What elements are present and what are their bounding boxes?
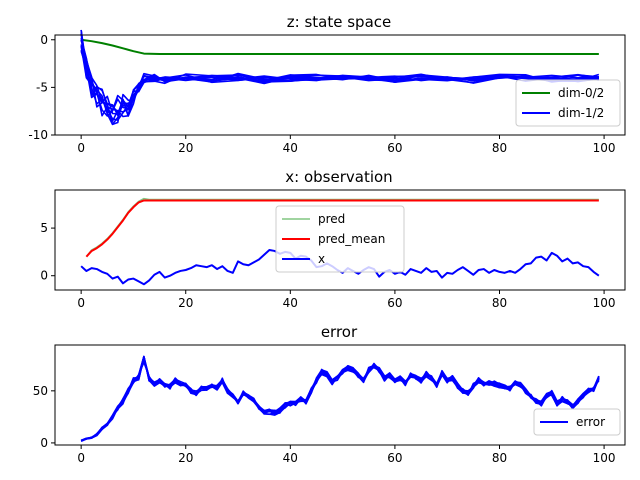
y-axis: 05 xyxy=(40,221,55,283)
legend-label: pred_mean xyxy=(318,232,385,246)
legend: error xyxy=(533,408,621,436)
x-tick-label: 60 xyxy=(387,141,402,155)
x-tick-label: 20 xyxy=(178,141,193,155)
x-tick-label: 100 xyxy=(593,141,616,155)
series-line xyxy=(80,29,599,126)
series-line xyxy=(81,38,599,56)
panel-title: z: state space xyxy=(287,13,391,31)
x-tick-label: 20 xyxy=(178,296,193,310)
series-dim-1-2 xyxy=(80,29,600,126)
series-pred-mean xyxy=(85,199,599,258)
axes-frame xyxy=(54,34,626,136)
y-tick-label: 0 xyxy=(40,269,48,283)
legend-label: error xyxy=(576,415,605,429)
x-tick-label: 0 xyxy=(77,296,85,310)
y-tick-label: 50 xyxy=(33,384,48,398)
x-tick-label: 40 xyxy=(283,296,298,310)
x-tick-label: 40 xyxy=(283,451,298,465)
legend-label: pred xyxy=(318,212,345,226)
legend-label: dim-1/2 xyxy=(558,106,604,120)
plot-area xyxy=(80,355,600,442)
panel-title: error xyxy=(321,323,358,341)
x-tick-label: 100 xyxy=(593,296,616,310)
x-axis: 0 20 40 60 80 100 xyxy=(77,445,616,465)
x-tick-label: 80 xyxy=(492,141,507,155)
legend: dim-0/2 dim-1/2 xyxy=(515,79,621,127)
legend-box xyxy=(515,79,621,127)
legend-box xyxy=(533,408,621,436)
legend-box xyxy=(275,205,405,273)
series-dim-0-2 xyxy=(81,38,599,56)
axes-frame xyxy=(54,344,626,446)
x-tick-label: 0 xyxy=(77,451,85,465)
y-tick-label: 5 xyxy=(40,221,48,235)
y-axis: 0 50 xyxy=(33,384,55,450)
series-line xyxy=(85,199,599,258)
axes-frame xyxy=(54,189,626,291)
legend-label: dim-0/2 xyxy=(558,86,604,100)
x-tick-label: 100 xyxy=(593,451,616,465)
series-line xyxy=(80,355,600,442)
y-tick-label: -10 xyxy=(28,128,48,142)
x-axis: 0 20 40 60 80 100 xyxy=(77,135,616,155)
x-tick-label: 60 xyxy=(387,451,402,465)
panel-title: x: observation xyxy=(285,168,392,186)
x-tick-label: 40 xyxy=(283,141,298,155)
y-tick-label: -5 xyxy=(36,80,48,94)
series-line xyxy=(80,39,599,117)
x-tick-label: 20 xyxy=(178,451,193,465)
x-tick-label: 80 xyxy=(492,451,507,465)
x-axis: 0 20 40 60 80 100 xyxy=(77,290,616,310)
x-tick-label: 80 xyxy=(492,296,507,310)
y-tick-label: 0 xyxy=(40,33,48,47)
plot-area xyxy=(80,29,600,126)
y-tick-label: 0 xyxy=(40,436,48,450)
x-tick-label: 60 xyxy=(387,296,402,310)
legend-label: x xyxy=(318,252,325,266)
y-axis: 0 -5 -10 xyxy=(28,33,55,142)
panel-error: 0 20 40 60 80 100 0 50 error error xyxy=(33,323,626,465)
series-error xyxy=(80,355,600,442)
x-tick-label: 0 xyxy=(77,141,85,155)
panel-state-space: 0 20 40 60 80 100 0 -5 -10 dim-0/2 dim-1/2 z: state… xyxy=(28,13,626,155)
